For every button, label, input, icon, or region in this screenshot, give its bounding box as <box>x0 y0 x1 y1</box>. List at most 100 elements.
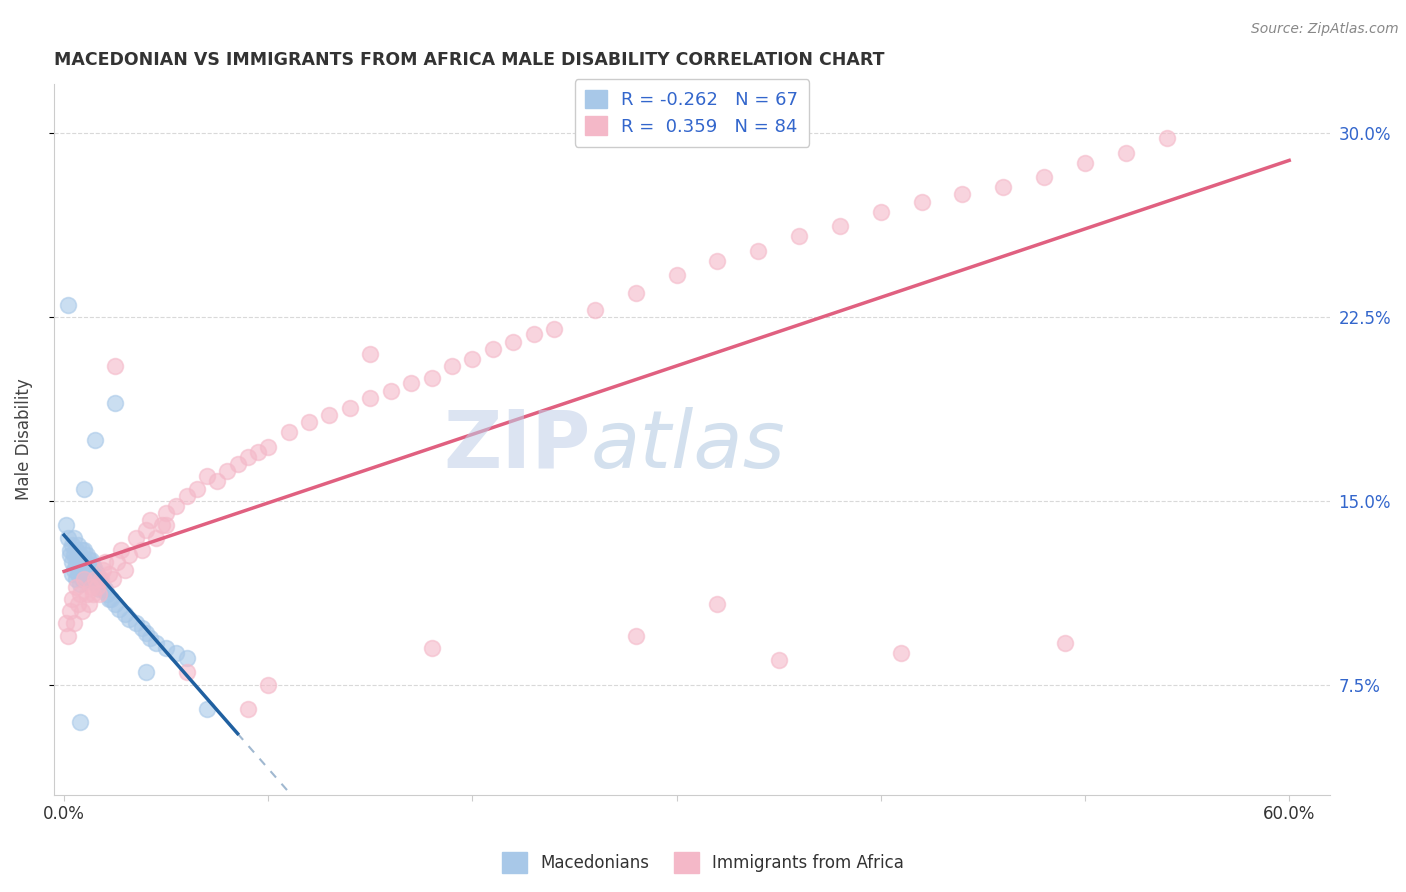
Point <box>82 558 104 572</box>
Point <box>60 591 83 606</box>
Point <box>73 562 96 576</box>
Point <box>83 433 105 447</box>
Point <box>59 604 82 618</box>
Point <box>110 542 132 557</box>
Point <box>83 572 105 586</box>
Point <box>104 396 127 410</box>
Point <box>72 542 94 557</box>
Point <box>108 601 131 615</box>
Point <box>72 572 94 586</box>
Point <box>195 702 218 716</box>
Point <box>60 555 83 569</box>
Point <box>98 567 121 582</box>
Point <box>60 567 83 582</box>
Point <box>56 298 79 312</box>
Point <box>523 327 546 342</box>
Point <box>82 587 104 601</box>
Y-axis label: Male Disability: Male Disability <box>15 379 32 500</box>
Point <box>59 542 82 557</box>
Point <box>73 572 96 586</box>
Point <box>145 636 167 650</box>
Point <box>155 518 177 533</box>
Point <box>67 597 90 611</box>
Point <box>114 562 136 576</box>
Point <box>747 244 769 258</box>
Point <box>86 577 108 591</box>
Point <box>69 587 91 601</box>
Point <box>186 482 208 496</box>
Point <box>139 631 162 645</box>
Point <box>94 582 117 596</box>
Point <box>94 555 117 569</box>
Point <box>176 650 198 665</box>
Point <box>131 621 153 635</box>
Text: Source: ZipAtlas.com: Source: ZipAtlas.com <box>1251 22 1399 37</box>
Point <box>195 469 218 483</box>
Point <box>665 268 688 283</box>
Point <box>420 640 443 655</box>
Point <box>65 572 87 586</box>
Point <box>90 577 112 591</box>
Point <box>104 597 127 611</box>
Point <box>114 607 136 621</box>
Point <box>176 665 198 680</box>
Point <box>118 611 141 625</box>
Point <box>60 538 83 552</box>
Point <box>76 587 98 601</box>
Point <box>55 518 77 533</box>
Point <box>1033 170 1056 185</box>
Point <box>76 567 98 582</box>
Point <box>135 626 157 640</box>
Point <box>77 572 100 586</box>
Point <box>65 580 87 594</box>
Text: MACEDONIAN VS IMMIGRANTS FROM AFRICA MALE DISABILITY CORRELATION CHART: MACEDONIAN VS IMMIGRANTS FROM AFRICA MAL… <box>53 51 884 69</box>
Point <box>76 548 98 562</box>
Point <box>787 229 810 244</box>
Point <box>73 482 96 496</box>
Point <box>155 640 177 655</box>
Text: ZIP: ZIP <box>443 407 591 485</box>
Point <box>380 384 402 398</box>
Point <box>165 499 187 513</box>
Point <box>73 572 96 586</box>
Point <box>993 180 1015 194</box>
Point <box>83 562 105 576</box>
Point <box>277 425 299 440</box>
Point <box>176 489 198 503</box>
Point <box>55 616 77 631</box>
Point <box>502 334 524 349</box>
Point <box>420 371 443 385</box>
Point <box>543 322 565 336</box>
Point <box>359 347 381 361</box>
Point <box>69 548 91 562</box>
Point <box>77 552 100 566</box>
Point <box>124 531 146 545</box>
Point <box>69 577 91 591</box>
Point <box>87 587 110 601</box>
Point <box>86 567 108 582</box>
Point <box>236 450 259 464</box>
Point <box>63 548 86 562</box>
Point <box>624 285 647 300</box>
Point <box>135 665 157 680</box>
Point <box>69 714 91 729</box>
Point <box>150 518 173 533</box>
Point <box>104 359 127 373</box>
Point <box>105 555 128 569</box>
Point <box>79 562 101 576</box>
Point <box>131 542 153 557</box>
Point <box>87 572 110 586</box>
Point <box>952 187 974 202</box>
Point <box>76 558 98 572</box>
Legend: Macedonians, Immigrants from Africa: Macedonians, Immigrants from Africa <box>495 846 911 880</box>
Point <box>257 440 280 454</box>
Point <box>768 653 790 667</box>
Point <box>91 562 114 576</box>
Point <box>79 552 101 566</box>
Point <box>124 616 146 631</box>
Point <box>73 542 96 557</box>
Point <box>399 376 422 391</box>
Point <box>226 457 249 471</box>
Point <box>205 475 228 489</box>
Legend: R = -0.262   N = 67, R =  0.359   N = 84: R = -0.262 N = 67, R = 0.359 N = 84 <box>575 78 810 146</box>
